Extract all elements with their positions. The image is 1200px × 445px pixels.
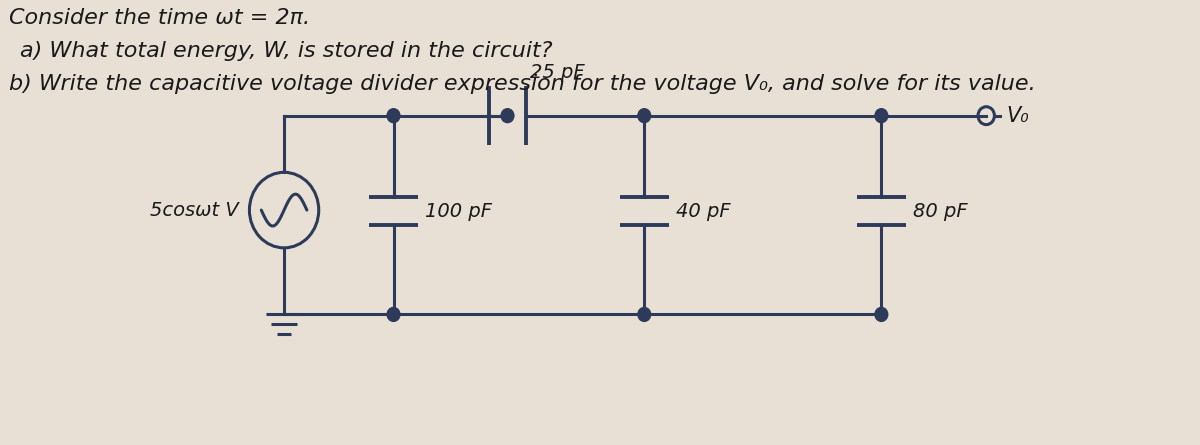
Text: b) Write the capacitive voltage divider expression for the voltage V₀, and solve: b) Write the capacitive voltage divider … bbox=[8, 74, 1036, 94]
Circle shape bbox=[388, 109, 400, 123]
Text: 40 pF: 40 pF bbox=[676, 202, 731, 221]
Circle shape bbox=[502, 109, 514, 123]
Text: 80 pF: 80 pF bbox=[913, 202, 968, 221]
Text: 25 pF: 25 pF bbox=[530, 63, 584, 82]
Text: 5cosωt V: 5cosωt V bbox=[150, 201, 239, 219]
Text: V₀: V₀ bbox=[1007, 105, 1028, 125]
Text: Consider the time ωt = 2π.: Consider the time ωt = 2π. bbox=[8, 8, 310, 28]
Text: a) What total energy, W, is stored in the circuit?: a) What total energy, W, is stored in th… bbox=[19, 41, 552, 61]
Circle shape bbox=[875, 307, 888, 321]
Text: 100 pF: 100 pF bbox=[426, 202, 492, 221]
Circle shape bbox=[638, 307, 650, 321]
Circle shape bbox=[638, 109, 650, 123]
Circle shape bbox=[388, 307, 400, 321]
Circle shape bbox=[875, 109, 888, 123]
